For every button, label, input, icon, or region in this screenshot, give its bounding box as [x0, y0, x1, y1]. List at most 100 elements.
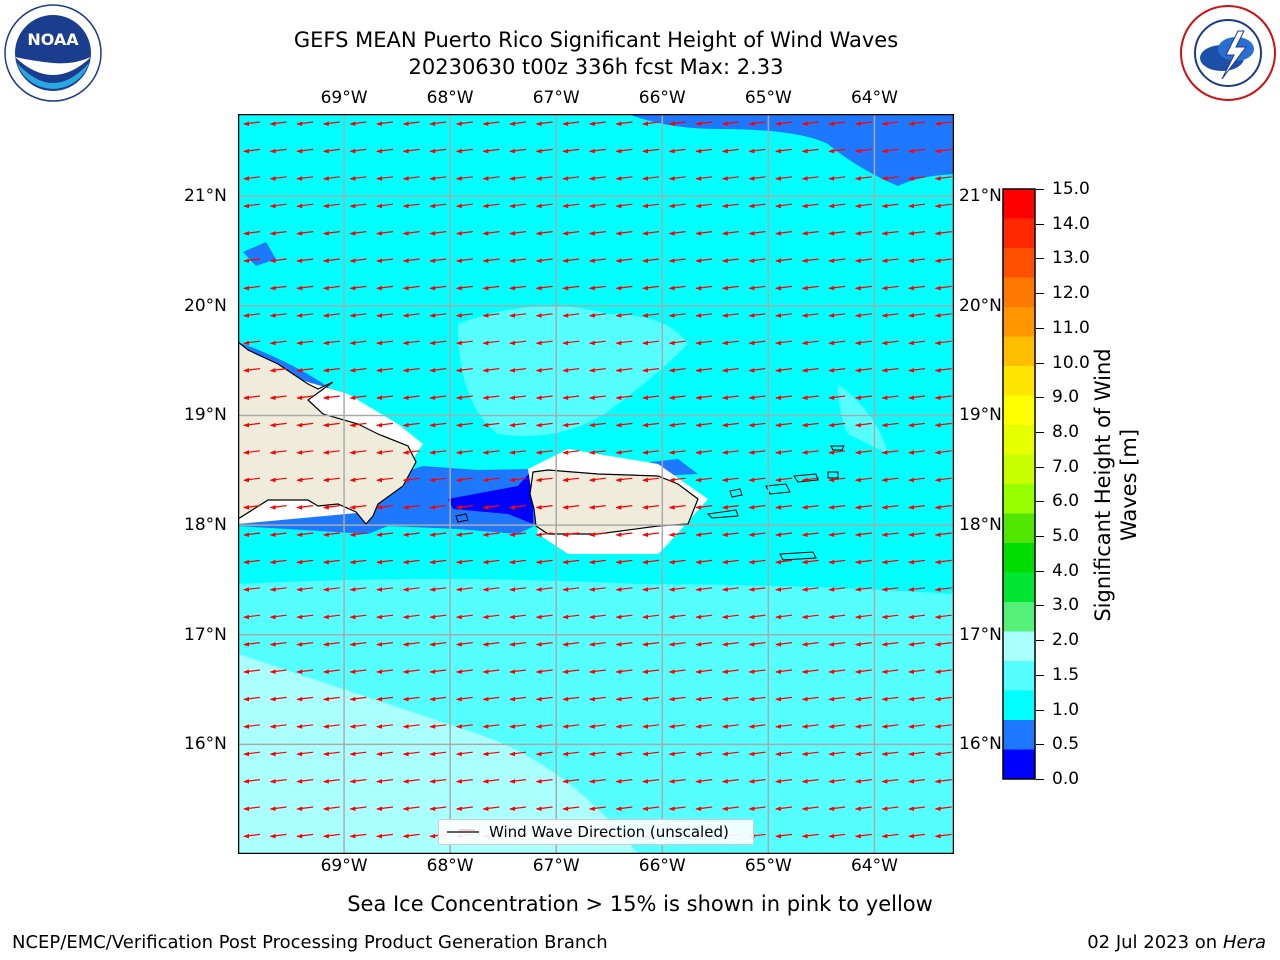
wind-arrow: [269, 258, 287, 263]
wind-arrow: [668, 779, 686, 784]
wind-arrow: [828, 203, 846, 209]
wind-arrow: [402, 505, 420, 510]
wind-arrow: [615, 285, 633, 291]
wind-arrow: [908, 285, 926, 291]
wind-arrow: [721, 203, 739, 209]
st-croix-island: [779, 551, 817, 561]
wind-arrow: [908, 450, 926, 455]
wind-arrow: [349, 532, 367, 537]
wind-arrow: [243, 833, 261, 839]
wind-arrow: [775, 669, 793, 674]
wind-arrow: [269, 724, 287, 729]
wind-arrow: [588, 148, 606, 154]
wind-arrow: [349, 642, 367, 647]
wind-arrow: [934, 231, 952, 236]
wind-arrow: [376, 779, 394, 784]
wind-arrow: [615, 505, 633, 510]
wind-arrow: [748, 587, 766, 592]
noaa-logo-text: NOAA: [27, 30, 79, 49]
wind-arrow: [934, 532, 952, 537]
wind-arrow: [695, 422, 713, 428]
wind-arrow: [509, 368, 527, 373]
wind-arrow: [642, 368, 660, 373]
wind-arrow: [695, 203, 713, 209]
colorbar-tick-label: 0.5: [1052, 734, 1080, 755]
wind-arrow: [455, 368, 473, 373]
wind-arrow: [296, 121, 314, 126]
wind-arrow: [668, 532, 686, 537]
wind-arrow: [775, 587, 793, 592]
wind-arrow: [748, 340, 766, 346]
lat-tick-right: 19°N: [959, 405, 1002, 426]
wind-arrow: [296, 450, 314, 455]
wind-arrow: [509, 505, 527, 510]
wind-arrow: [854, 340, 872, 346]
wind-arrow: [721, 231, 739, 236]
wind-arrow: [455, 121, 473, 126]
wind-arrow: [934, 696, 952, 702]
sea-band-1p5-2: [838, 384, 888, 454]
wind-arrow: [908, 258, 926, 263]
wind-arrow: [402, 176, 420, 181]
wind-arrow: [429, 724, 447, 729]
wind-arrow: [748, 642, 766, 647]
wind-arrows: [243, 121, 952, 839]
wind-arrow: [615, 724, 633, 729]
wind-arrow: [854, 285, 872, 291]
lat-tick-left: 20°N: [184, 295, 227, 316]
wind-arrow: [243, 779, 261, 784]
wind-arrow: [695, 148, 713, 154]
wind-arrow: [881, 176, 899, 181]
wind-arrow: [402, 231, 420, 236]
wind-arrow: [695, 559, 713, 565]
wind-arrow: [376, 121, 394, 126]
wind-arrow: [828, 340, 846, 346]
wind-arrow: [243, 696, 261, 702]
colorbar-swatch: [1003, 248, 1035, 278]
wind-arrow: [801, 833, 819, 839]
wind-arrow: [828, 258, 846, 263]
wind-arrow: [402, 340, 420, 346]
wind-arrow: [642, 231, 660, 236]
wind-arrow: [775, 368, 793, 373]
wind-arrow: [695, 779, 713, 784]
wind-arrow: [668, 176, 686, 181]
colorbar-tick-label: 15.0: [1052, 179, 1090, 199]
wind-arrow: [854, 450, 872, 455]
wind-arrow: [828, 285, 846, 291]
colorbar-tick-mark: [1036, 293, 1044, 295]
wind-arrow: [269, 450, 287, 455]
wind-arrow: [562, 121, 580, 126]
wind-arrow: [615, 669, 633, 674]
virgin-islands: [793, 473, 819, 483]
wind-arrow: [615, 203, 633, 209]
wind-arrow: [376, 724, 394, 729]
sea-band-0p5-1: [628, 114, 954, 186]
wind-arrow: [243, 422, 261, 428]
wind-arrow: [934, 313, 952, 318]
wind-arrow: [775, 532, 793, 537]
wind-arrow: [828, 587, 846, 592]
wind-arrow: [748, 751, 766, 757]
wind-arrow: [509, 587, 527, 592]
wind-arrow: [801, 258, 819, 263]
wind-arrow: [269, 231, 287, 236]
wind-arrow: [322, 587, 340, 592]
wind-arrow: [615, 176, 633, 181]
lon-tick-top: 69°W: [320, 88, 368, 108]
wind-arrow: [429, 477, 447, 483]
wind-arrow: [748, 477, 766, 483]
wind-arrow: [748, 696, 766, 702]
wind-arrow: [881, 422, 899, 428]
wind-arrow: [562, 806, 580, 811]
wind-arrow: [376, 614, 394, 620]
wind-arrow: [535, 450, 553, 455]
wind-arrow: [455, 203, 473, 209]
wind-arrow: [588, 395, 606, 400]
legend-label: Wind Wave Direction (unscaled): [489, 823, 729, 841]
wind-arrow: [296, 203, 314, 209]
wind-arrow: [854, 779, 872, 784]
wind-arrow: [695, 669, 713, 674]
wind-arrow: [402, 313, 420, 318]
wind-arrow: [908, 587, 926, 592]
